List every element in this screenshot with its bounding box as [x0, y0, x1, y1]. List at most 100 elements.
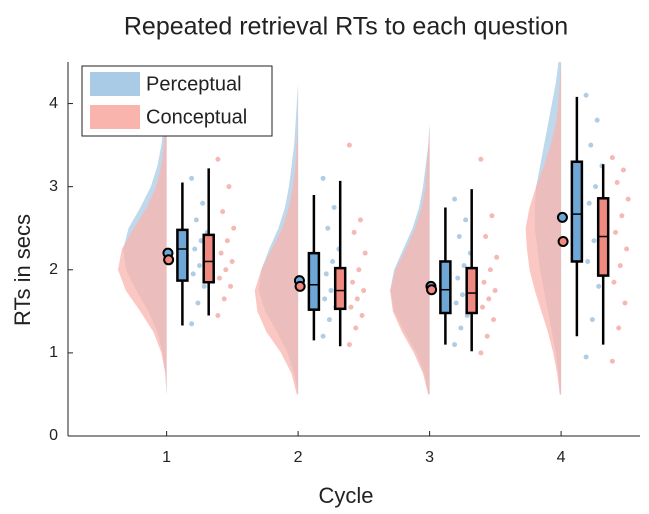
data-point [330, 258, 336, 264]
data-point [455, 275, 461, 281]
data-point [585, 258, 591, 264]
data-point [487, 267, 493, 273]
data-point [322, 296, 328, 302]
data-point [224, 238, 230, 244]
density [117, 62, 167, 395]
data-point [221, 296, 227, 302]
y-tick-label: 4 [49, 95, 58, 112]
data-point [361, 288, 367, 294]
data-point [619, 213, 625, 219]
data-point [491, 317, 497, 323]
mean [557, 236, 569, 248]
data-point [479, 304, 485, 310]
data-point [613, 229, 619, 235]
data-point [583, 354, 589, 360]
data-point [478, 350, 484, 356]
data-point [484, 333, 490, 339]
box [570, 160, 584, 263]
legend-swatch [90, 72, 140, 96]
data-point [196, 263, 202, 269]
data-point [492, 288, 498, 294]
data-point [190, 271, 196, 277]
data-point [356, 267, 362, 273]
data-point [189, 321, 195, 327]
data-point [452, 342, 458, 348]
data-point [478, 156, 484, 162]
data-point [463, 217, 469, 223]
x-tick-label: 2 [294, 449, 303, 466]
data-point [189, 175, 195, 181]
data-point [456, 234, 462, 240]
data-point [228, 283, 234, 289]
data-point [586, 200, 592, 206]
data-point [593, 184, 599, 190]
data-point [362, 250, 368, 256]
data-point [193, 217, 199, 223]
legend-swatch [90, 105, 140, 129]
data-point [609, 358, 615, 364]
chart-title: Repeated retrieval RTs to each question [124, 13, 568, 41]
mean [294, 280, 306, 292]
data-point [200, 200, 206, 206]
data-point [226, 184, 232, 190]
data-point [594, 117, 600, 123]
data-point [198, 238, 204, 244]
data-point [625, 196, 631, 202]
data-point [223, 267, 229, 273]
data-point [218, 250, 224, 256]
data-point [326, 317, 332, 323]
y-axis-label: RTs in secs [10, 214, 35, 326]
data-point [459, 292, 465, 298]
data-point [589, 317, 595, 323]
legend-label: Perceptual [146, 73, 242, 95]
data-point [489, 213, 495, 219]
data-point [583, 92, 589, 98]
mean [426, 284, 438, 296]
density [525, 62, 562, 395]
data-point [461, 263, 467, 269]
y-tick-label: 2 [49, 261, 58, 278]
data-point [354, 296, 360, 302]
data-point [494, 254, 500, 260]
data-point [591, 238, 597, 244]
box [176, 228, 189, 282]
y-tick-label: 3 [49, 178, 58, 195]
density [390, 62, 430, 395]
data-point [588, 142, 594, 148]
box [439, 260, 452, 315]
data-point [325, 225, 331, 231]
data-point [624, 246, 630, 252]
data-point [350, 279, 356, 285]
data-point [331, 204, 337, 210]
mean [163, 254, 175, 266]
data-point [481, 279, 487, 285]
data-point [351, 229, 357, 235]
data-point [486, 296, 492, 302]
data-point [614, 180, 620, 186]
x-axis-label: Cycle [318, 483, 373, 508]
data-point [458, 325, 464, 331]
box [333, 266, 347, 311]
x-tick-label: 4 [557, 449, 566, 466]
box [202, 233, 215, 284]
data-point [620, 167, 626, 173]
data-point [353, 325, 359, 331]
data-point [452, 196, 458, 202]
data-point [215, 156, 221, 162]
data-point [357, 217, 363, 223]
data-point [616, 325, 622, 331]
data-point [483, 234, 489, 240]
data-point [320, 175, 326, 181]
legend-label: Conceptual [146, 106, 247, 128]
data-point [609, 155, 615, 161]
x-tick-label: 3 [425, 449, 434, 466]
data-point [320, 333, 326, 339]
data-point [348, 304, 354, 310]
box [307, 251, 321, 311]
data-point [216, 275, 222, 281]
data-point [231, 225, 237, 231]
data-point [215, 312, 221, 318]
data-point [328, 288, 334, 294]
data-point [453, 300, 459, 306]
